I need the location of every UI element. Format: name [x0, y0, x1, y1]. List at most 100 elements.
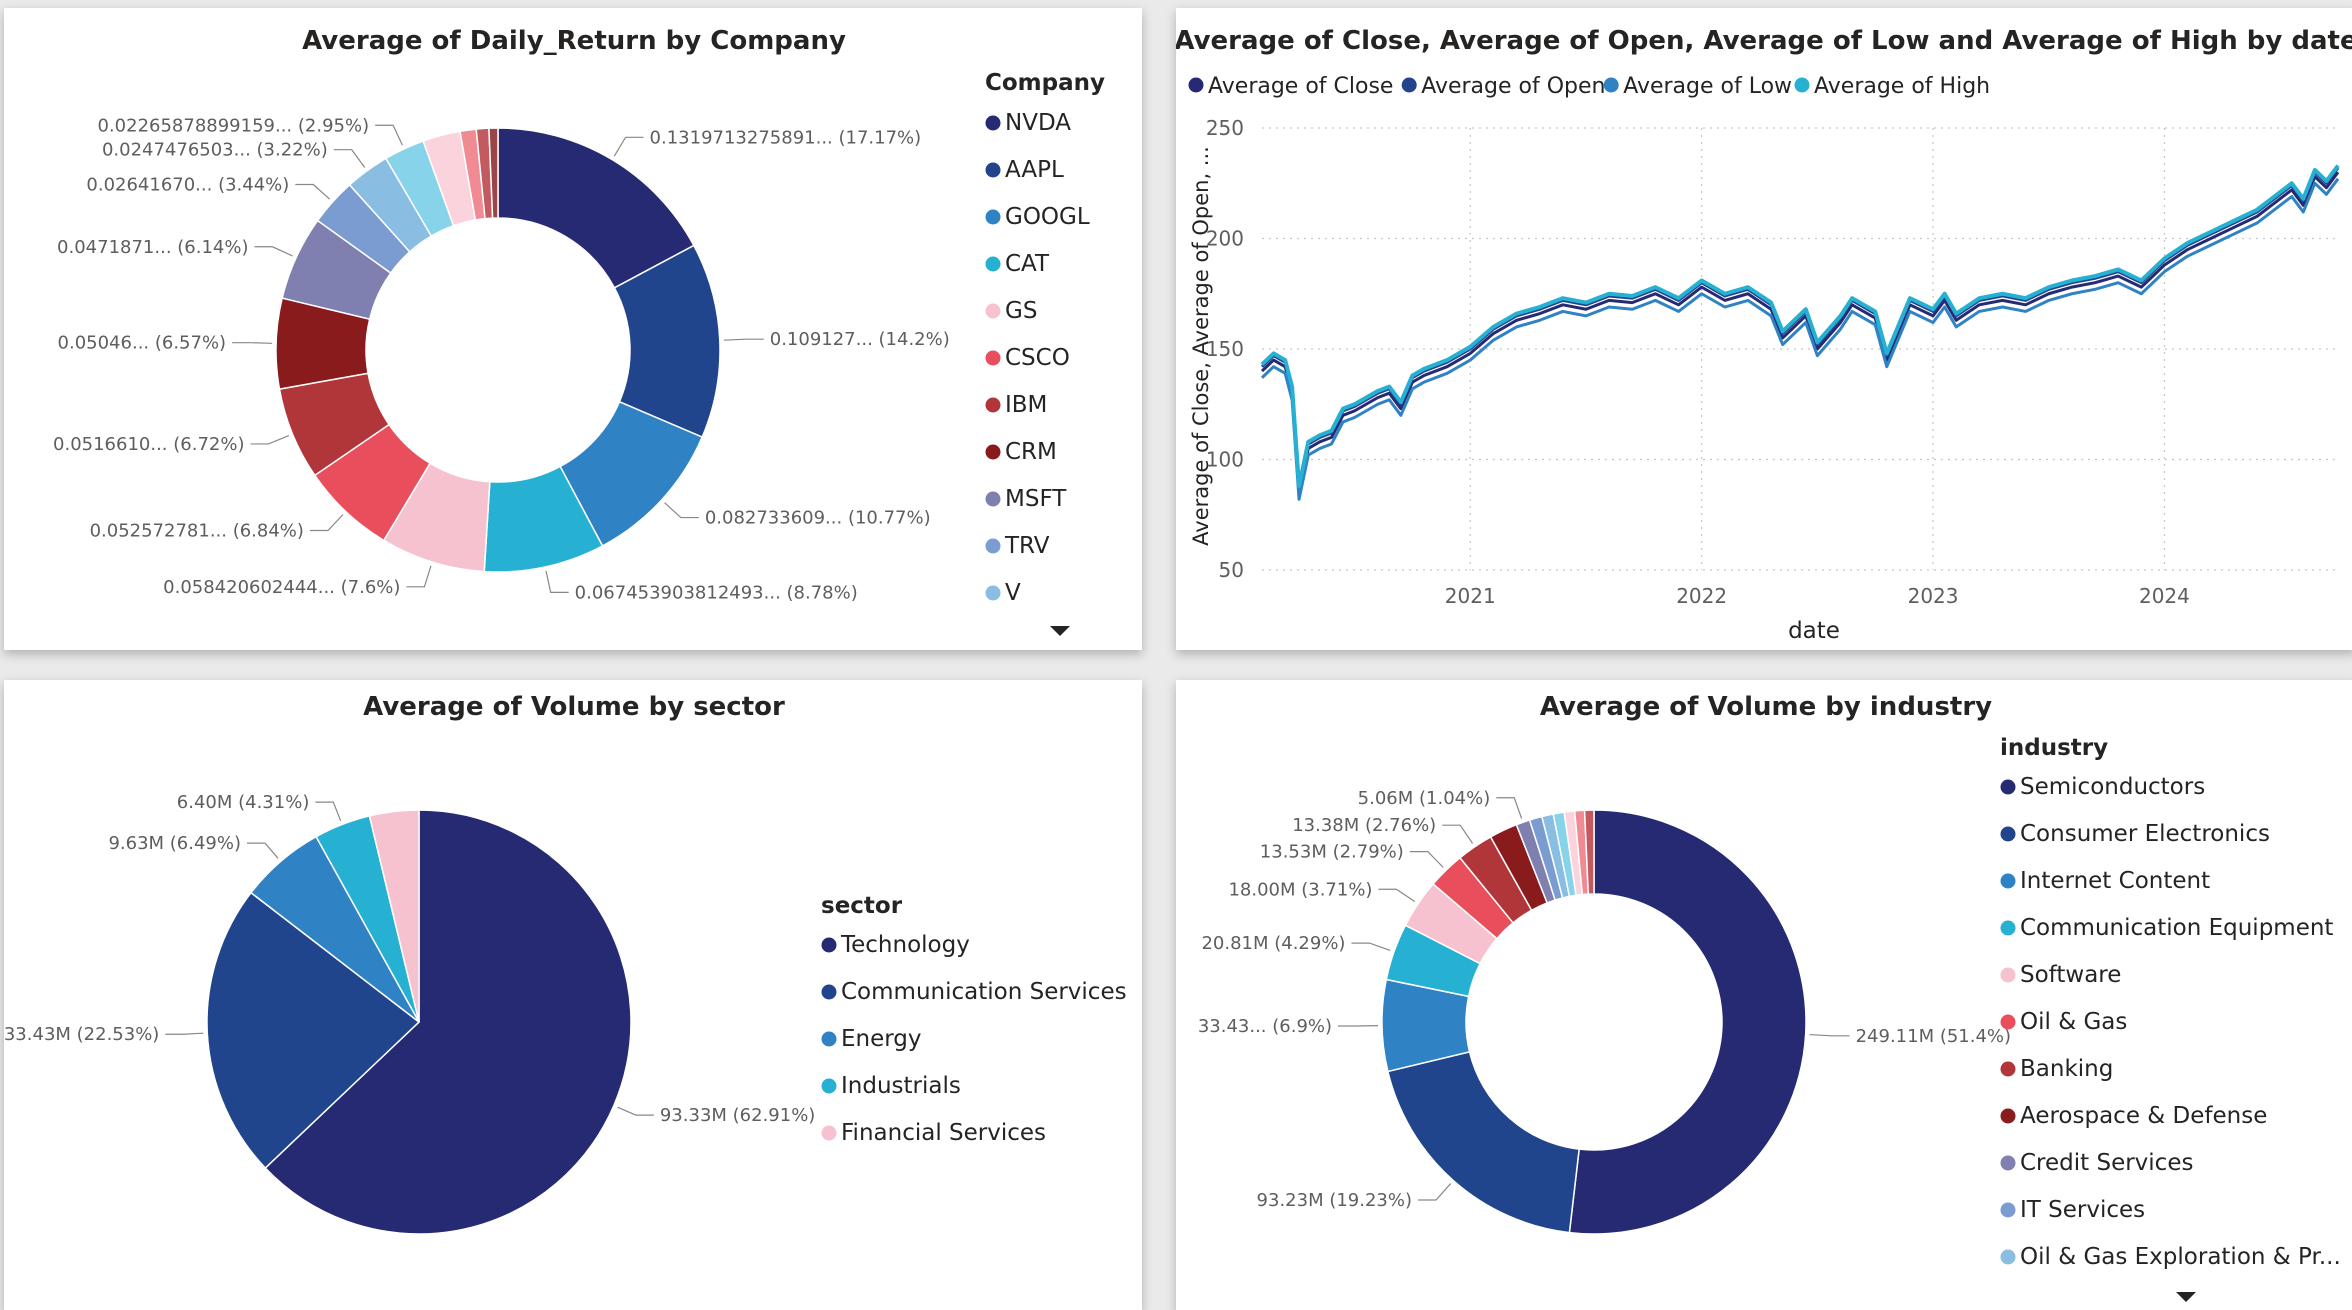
- legend-marker: [2001, 827, 2016, 842]
- legend-marker: [986, 351, 1001, 366]
- price-line-panel[interactable]: Average of Close, Average of Open, Avera…: [1176, 8, 2352, 650]
- data-label: 0.0471871... (6.14%): [57, 237, 248, 258]
- data-label: 0.082733609... (10.77%): [705, 508, 931, 529]
- data-label: 93.33M (62.91%): [660, 1105, 815, 1126]
- chart-title: Average of Daily_Return by Company: [302, 26, 846, 56]
- legend-item[interactable]: Oil & Gas: [2020, 1009, 2127, 1035]
- legend-item[interactable]: GS: [1005, 298, 1037, 324]
- data-label: 0.0516610... (6.72%): [53, 434, 244, 455]
- data-label-leader: [665, 503, 699, 518]
- data-label-leader: [1810, 1035, 1850, 1036]
- legend-marker: [2001, 1109, 2016, 1124]
- x-tick-label: 2024: [2139, 584, 2190, 608]
- legend-marker: [986, 445, 1001, 460]
- chart-title: Average of Close, Average of Open, Avera…: [1176, 26, 2352, 56]
- data-label: 33.43M (22.53%): [4, 1024, 159, 1045]
- legend-item[interactable]: Average of Open: [1421, 74, 1605, 99]
- legend-marker: [986, 257, 1001, 272]
- legend-marker: [2001, 968, 2016, 983]
- legend-item[interactable]: IT Services: [2020, 1197, 2145, 1223]
- legend-item[interactable]: NVDA: [1005, 110, 1071, 136]
- legend-marker: [1402, 78, 1417, 93]
- legend-item[interactable]: Industrials: [841, 1073, 961, 1099]
- legend-item[interactable]: Software: [2020, 962, 2121, 988]
- data-label-leader: [232, 343, 272, 344]
- legend-item[interactable]: Average of Low: [1623, 74, 1792, 99]
- legend-marker: [2001, 874, 2016, 889]
- data-label: 13.53M (2.79%): [1260, 842, 1404, 863]
- data-label-leader: [1351, 943, 1390, 950]
- legend-item[interactable]: Banking: [2020, 1056, 2113, 1082]
- data-label: 20.81M (4.29%): [1201, 933, 1345, 954]
- legend-item[interactable]: Technology: [840, 932, 970, 958]
- data-label: 0.109127... (14.2%): [770, 329, 950, 350]
- y-axis-title: Average of Close, Average of Open, ...: [1189, 146, 1213, 546]
- legend-marker: [986, 398, 1001, 413]
- legend-marker: [2001, 1156, 2016, 1171]
- legend-marker: [822, 1079, 837, 1094]
- pie-slice[interactable]: [1569, 810, 1806, 1234]
- legend-item[interactable]: Semiconductors: [2020, 774, 2205, 800]
- legend-item[interactable]: AAPL: [1005, 157, 1064, 183]
- legend-item[interactable]: CAT: [1005, 251, 1050, 277]
- series-line[interactable]: [1262, 179, 2338, 499]
- x-axis-title: date: [1788, 618, 1840, 644]
- series-line[interactable]: [1262, 166, 2338, 486]
- legend-more-arrow-icon[interactable]: [2176, 1292, 2196, 1302]
- x-tick-label: 2021: [1445, 584, 1496, 608]
- data-label: 93.23M (19.23%): [1257, 1190, 1412, 1211]
- data-label-leader: [1378, 889, 1414, 901]
- legend-item[interactable]: CSCO: [1005, 345, 1070, 371]
- legend-marker: [986, 163, 1001, 178]
- daily-return-panel[interactable]: Average of Daily_Return by Company 0.131…: [4, 8, 1142, 650]
- y-tick-label: 50: [1219, 558, 1244, 582]
- legend-item[interactable]: Communication Services: [841, 979, 1127, 1005]
- legend-marker: [2001, 1203, 2016, 1218]
- legend-item[interactable]: Financial Services: [841, 1120, 1046, 1146]
- data-label-leader: [310, 514, 343, 530]
- legend-marker: [1189, 78, 1204, 93]
- legend-item[interactable]: Consumer Electronics: [2020, 821, 2270, 847]
- volume-industry-chart: Average of Volume by industry 249.11M (5…: [1176, 680, 2352, 1310]
- data-label: 5.06M (1.04%): [1358, 788, 1491, 809]
- volume-sector-panel[interactable]: Average of Volume by sector 93.33M (62.9…: [4, 680, 1142, 1310]
- legend-item[interactable]: Communication Equipment: [2020, 915, 2333, 941]
- legend-title: Company: [985, 70, 1105, 96]
- legend-marker: [1795, 78, 1810, 93]
- volume-industry-panel[interactable]: Average of Volume by industry 249.11M (5…: [1176, 680, 2352, 1310]
- data-label: 0.052572781... (6.84%): [90, 521, 304, 542]
- legend-title: industry: [2000, 735, 2108, 761]
- legend-item[interactable]: GOOGL: [1005, 204, 1090, 230]
- legend-marker: [2001, 780, 2016, 795]
- price-line-chart: Average of Close, Average of Open, Avera…: [1176, 8, 2352, 650]
- legend-item[interactable]: V: [1005, 580, 1021, 606]
- legend-marker: [986, 116, 1001, 131]
- legend-item[interactable]: Internet Content: [2020, 868, 2210, 894]
- legend-item[interactable]: Energy: [841, 1026, 922, 1052]
- data-label-leader: [1496, 798, 1521, 819]
- legend-more-arrow-icon[interactable]: [1050, 626, 1070, 636]
- legend-item[interactable]: Average of High: [1814, 74, 1990, 99]
- chart-title: Average of Volume by sector: [363, 692, 785, 722]
- data-label-leader: [247, 843, 278, 858]
- legend-item[interactable]: MSFT: [1005, 486, 1067, 512]
- legend-item[interactable]: IBM: [1005, 392, 1047, 418]
- data-label: 0.058420602444... (7.6%): [163, 577, 400, 598]
- legend-item[interactable]: Average of Close: [1208, 74, 1393, 99]
- series-line[interactable]: [1262, 172, 2338, 492]
- legend-item[interactable]: Credit Services: [2020, 1150, 2193, 1176]
- legend-marker: [986, 539, 1001, 554]
- volume-sector-chart: Average of Volume by sector 93.33M (62.9…: [4, 680, 1142, 1310]
- x-tick-label: 2023: [1908, 584, 1959, 608]
- legend-marker: [1604, 78, 1619, 93]
- pie-slice[interactable]: [1388, 1052, 1579, 1233]
- legend-item[interactable]: Oil & Gas Exploration & Pr...: [2020, 1244, 2341, 1270]
- legend-item[interactable]: TRV: [1004, 533, 1050, 559]
- data-label-leader: [250, 436, 288, 444]
- legend-item[interactable]: CRM: [1005, 439, 1057, 465]
- data-label-leader: [617, 1107, 653, 1115]
- data-label: 0.067453903812493... (8.78%): [575, 582, 858, 603]
- daily-return-chart: Average of Daily_Return by Company 0.131…: [4, 8, 1142, 650]
- legend-item[interactable]: Aerospace & Defense: [2020, 1103, 2267, 1129]
